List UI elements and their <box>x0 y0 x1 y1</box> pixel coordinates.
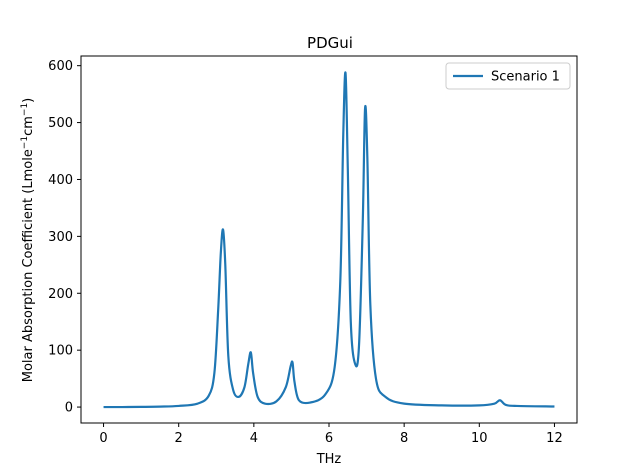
y-axis-label-sup2: −1 <box>20 103 30 116</box>
series-line-scenario-1 <box>103 71 555 409</box>
legend-label: Scenario 1 <box>491 70 560 85</box>
y-axis-label: Molar Absorption Coefficient (Lmole−1cm−… <box>20 98 36 383</box>
y-tick-label: 600 <box>48 59 73 74</box>
y-axis-label-mid: cm <box>21 116 36 136</box>
y-axis-label-end: ) <box>21 98 36 103</box>
x-tick-label: 12 <box>546 431 563 446</box>
x-axis-label: THz <box>316 452 342 467</box>
legend: Scenario 1 <box>445 62 571 90</box>
y-tick-label: 200 <box>48 287 73 302</box>
y-axis: 0 100 200 300 400 500 600 <box>48 59 81 416</box>
x-tick-label: 0 <box>99 431 107 446</box>
y-axis-label-main: Molar Absorption Coefficient (Lmole <box>21 149 36 382</box>
y-tick-label: 300 <box>48 230 73 245</box>
x-tick-label: 10 <box>471 431 488 446</box>
x-tick-label: 8 <box>400 431 408 446</box>
y-tick-label: 500 <box>48 116 73 131</box>
legend-box <box>445 62 571 90</box>
x-tick-label: 6 <box>325 431 333 446</box>
x-tick-label: 2 <box>175 431 183 446</box>
x-axis: 0 2 4 6 8 10 12 <box>99 423 563 446</box>
y-tick-label: 0 <box>65 401 73 416</box>
x-tick-label: 4 <box>250 431 258 446</box>
plot-area <box>103 71 555 409</box>
y-tick-label: 100 <box>48 344 73 359</box>
chart-title: PDGui <box>307 34 353 52</box>
y-tick-label: 400 <box>48 173 73 188</box>
y-axis-label-sup1: −1 <box>20 136 30 149</box>
